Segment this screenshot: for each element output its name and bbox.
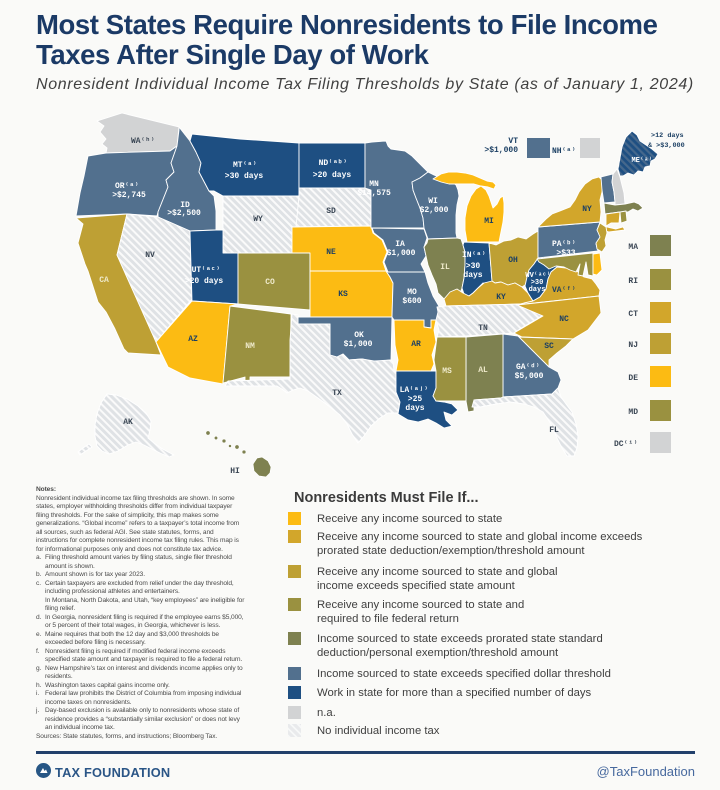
svg-text:days: days — [405, 404, 424, 413]
svg-text:$2,000: $2,000 — [420, 206, 449, 215]
svg-text:AZ: AZ — [188, 335, 198, 344]
svg-text:IN⁽ᵃ⁾: IN⁽ᵃ⁾ — [462, 251, 486, 260]
svg-text:NV: NV — [145, 251, 155, 260]
svg-text:>30: >30 — [466, 262, 481, 271]
svg-text:WV⁽ᵃᶜ⁾: WV⁽ᵃᶜ⁾ — [525, 271, 550, 280]
svg-text:LA⁽ᵃʲ⁾: LA⁽ᵃʲ⁾ — [400, 386, 429, 395]
svg-text:NY: NY — [582, 205, 592, 214]
svg-text:DE: DE — [628, 374, 638, 383]
svg-text:>$33: >$33 — [556, 249, 575, 258]
svg-text:IL: IL — [440, 263, 450, 272]
svg-text:ID: ID — [180, 201, 190, 210]
svg-text:OH: OH — [508, 256, 518, 265]
svg-text:>12 days: >12 days — [651, 132, 684, 140]
svg-text:MT⁽ᵃ⁾: MT⁽ᵃ⁾ — [233, 161, 257, 170]
svg-text:MI: MI — [484, 217, 494, 226]
svg-text:$14,575: $14,575 — [357, 189, 391, 198]
svg-text:>20 days: >20 days — [185, 277, 224, 286]
svg-text:NH⁽ᵃ⁾: NH⁽ᵃ⁾ — [552, 147, 576, 156]
svg-text:PA⁽ᵇ⁾: PA⁽ᵇ⁾ — [552, 240, 576, 249]
svg-text:ME⁽ᵃ⁾: ME⁽ᵃ⁾ — [631, 156, 652, 165]
svg-text:NC: NC — [559, 315, 569, 324]
svg-text:NM: NM — [245, 342, 255, 351]
svg-text:WI: WI — [428, 197, 438, 206]
svg-text:KY: KY — [496, 293, 506, 302]
svg-text:MS: MS — [442, 367, 452, 376]
svg-text:days: days — [529, 286, 546, 294]
svg-text:days: days — [463, 271, 482, 280]
svg-text:RI: RI — [628, 277, 638, 286]
svg-text:CT: CT — [628, 310, 638, 319]
svg-text:KS: KS — [338, 290, 348, 299]
svg-text:GA⁽ᵈ⁾: GA⁽ᵈ⁾ — [516, 363, 540, 372]
svg-text:OR⁽ᵃ⁾: OR⁽ᵃ⁾ — [115, 182, 139, 191]
svg-text:MO: MO — [407, 288, 417, 297]
svg-text:$1,000: $1,000 — [344, 340, 373, 349]
svg-text:CO: CO — [265, 278, 275, 287]
svg-text:TX: TX — [332, 389, 342, 398]
svg-text:MD: MD — [628, 408, 638, 417]
svg-text:FL: FL — [549, 426, 559, 435]
svg-text:AR: AR — [411, 340, 421, 349]
svg-text:$600: $600 — [402, 297, 421, 306]
svg-text:CA: CA — [99, 276, 109, 285]
svg-text:NE: NE — [326, 248, 336, 257]
svg-text:>$2,500: >$2,500 — [167, 209, 201, 218]
svg-text:>25: >25 — [408, 395, 423, 404]
svg-text:NJ: NJ — [628, 341, 638, 350]
svg-text:OK: OK — [354, 331, 364, 340]
svg-text:VA⁽ᶠ⁾: VA⁽ᶠ⁾ — [552, 286, 576, 295]
svg-text:MA: MA — [628, 243, 638, 252]
svg-text:SD: SD — [326, 207, 336, 216]
svg-text:TN: TN — [478, 324, 488, 333]
svg-text:WA⁽ʰ⁾: WA⁽ʰ⁾ — [131, 137, 155, 146]
svg-text:>20 days: >20 days — [313, 171, 352, 180]
svg-text:IA: IA — [395, 240, 405, 249]
svg-text:VT: VT — [508, 137, 518, 146]
svg-text:MN: MN — [369, 180, 379, 189]
svg-text:WY: WY — [253, 215, 263, 224]
svg-text:$1,000: $1,000 — [387, 249, 416, 258]
svg-text:UT⁽ᵃᶜ⁾: UT⁽ᵃᶜ⁾ — [192, 266, 221, 275]
svg-text:AL: AL — [478, 366, 488, 375]
svg-text:AK: AK — [123, 418, 133, 427]
svg-text:>30: >30 — [531, 279, 544, 287]
svg-text:SC: SC — [544, 342, 554, 351]
svg-text:HI: HI — [230, 467, 240, 476]
svg-text:ND⁽ᵃᵇ⁾: ND⁽ᵃᵇ⁾ — [319, 159, 348, 168]
svg-text:& >$3,000: & >$3,000 — [648, 142, 685, 150]
svg-text:$5,000: $5,000 — [515, 372, 544, 381]
svg-text:>$1,000: >$1,000 — [484, 146, 518, 155]
svg-text:>30 days: >30 days — [225, 172, 264, 181]
svg-text:>$2,745: >$2,745 — [112, 191, 146, 200]
svg-text:DC⁽ⁱ⁾: DC⁽ⁱ⁾ — [614, 439, 638, 449]
